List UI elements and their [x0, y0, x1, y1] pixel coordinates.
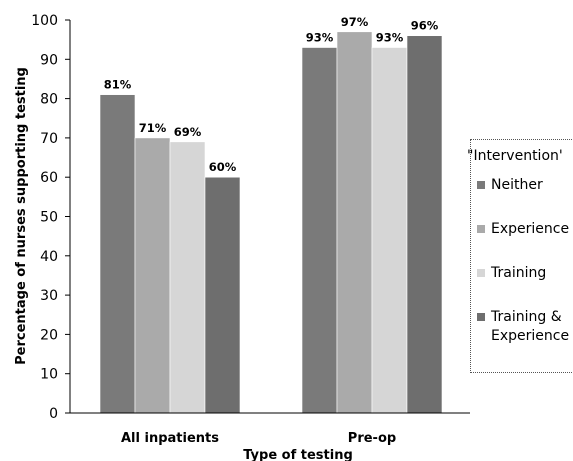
data-label: 93%	[306, 31, 334, 45]
legend-label-line-1: Training &	[491, 309, 562, 325]
y-tick-label: 90	[40, 52, 58, 68]
x-category-label: All inpatients	[121, 431, 219, 446]
legend-label-training: Training	[491, 265, 547, 281]
legend-swatch-experience	[477, 225, 485, 233]
y-tick-label: 70	[40, 131, 58, 147]
legend: "Intervention' Neither Experience Traini…	[467, 139, 573, 373]
data-label: 93%	[376, 31, 404, 45]
bar	[134, 137, 171, 414]
y-axis-ticks: 0 10 20 30 40 50 60 70 80 90 100	[31, 13, 70, 422]
bar	[169, 141, 206, 414]
bar	[371, 47, 408, 414]
bar	[204, 176, 241, 414]
bar	[336, 31, 373, 414]
y-tick-label: 100	[31, 13, 58, 29]
y-axis-title: Percentage of nurses supporting testing	[14, 67, 29, 365]
y-tick-label: 10	[40, 367, 58, 383]
y-tick-label: 50	[40, 210, 58, 226]
data-label: 81%	[104, 78, 132, 92]
x-category-label: Pre-op	[348, 431, 396, 446]
y-tick-label: 60	[40, 170, 58, 186]
data-label: 97%	[341, 15, 369, 29]
legend-swatch-training	[477, 269, 485, 277]
legend-label-line-2: Experience	[491, 328, 570, 344]
y-tick-label: 40	[40, 249, 58, 265]
legend-label-experience: Experience	[491, 221, 570, 237]
data-label: 69%	[174, 125, 202, 139]
bar	[99, 94, 136, 414]
legend-swatch-training-experience	[477, 313, 485, 321]
y-tick-label: 80	[40, 92, 58, 108]
legend-title: "Intervention'	[467, 148, 563, 164]
bar	[406, 35, 443, 414]
data-labels: 81% 71% 69% 60% 93% 97% 93% 96%	[104, 15, 439, 174]
legend-swatch-neither	[477, 181, 485, 189]
bar	[301, 47, 338, 414]
data-label: 71%	[139, 121, 167, 135]
data-label: 60%	[209, 160, 237, 174]
x-axis-title: Type of testing	[243, 448, 353, 461]
y-tick-label: 20	[40, 327, 58, 343]
y-tick-label: 0	[49, 406, 58, 422]
bars	[99, 31, 443, 414]
category-labels: All inpatients Pre-op	[121, 431, 396, 446]
data-label: 96%	[411, 19, 439, 33]
legend-label-neither: Neither	[491, 177, 543, 193]
y-tick-label: 30	[40, 288, 58, 304]
legend-label-training-experience: Training & Experience	[491, 308, 569, 346]
